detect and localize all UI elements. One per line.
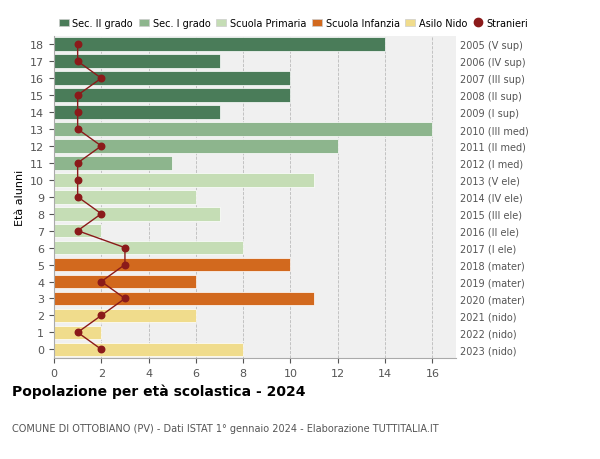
Bar [54,326,101,339]
Point [73,160,82,167]
Bar [54,72,290,86]
Point [120,245,130,252]
Point [73,329,82,336]
Bar [54,275,196,289]
Point [97,312,106,319]
Point [73,126,82,134]
Point [73,177,82,184]
Bar [54,224,101,238]
Bar [54,157,172,170]
Bar [54,140,338,153]
Bar [54,343,243,356]
Bar [54,258,290,272]
Bar [54,123,433,136]
Bar [54,89,290,103]
Point [73,41,82,49]
Point [73,109,82,117]
Point [97,346,106,353]
Bar [54,174,314,187]
Point [97,75,106,83]
Point [97,278,106,285]
Bar [54,241,243,255]
Point [73,92,82,100]
Point [120,295,130,302]
Bar [54,39,385,52]
Bar [54,292,314,306]
Point [73,58,82,66]
Text: COMUNE DI OTTOBIANO (PV) - Dati ISTAT 1° gennaio 2024 - Elaborazione TUTTITALIA.: COMUNE DI OTTOBIANO (PV) - Dati ISTAT 1°… [12,424,439,433]
Point [97,143,106,150]
Point [97,211,106,218]
Point [73,228,82,235]
Point [73,194,82,201]
Bar [54,207,220,221]
Bar [54,309,196,323]
Bar [54,106,220,120]
Bar [54,190,196,204]
Bar [54,56,220,69]
Legend: Sec. II grado, Sec. I grado, Scuola Primaria, Scuola Infanzia, Asilo Nido, Stran: Sec. II grado, Sec. I grado, Scuola Prim… [59,19,529,28]
Point [120,261,130,269]
Text: Popolazione per età scolastica - 2024: Popolazione per età scolastica - 2024 [12,383,305,398]
Y-axis label: Età alunni: Età alunni [14,169,25,225]
